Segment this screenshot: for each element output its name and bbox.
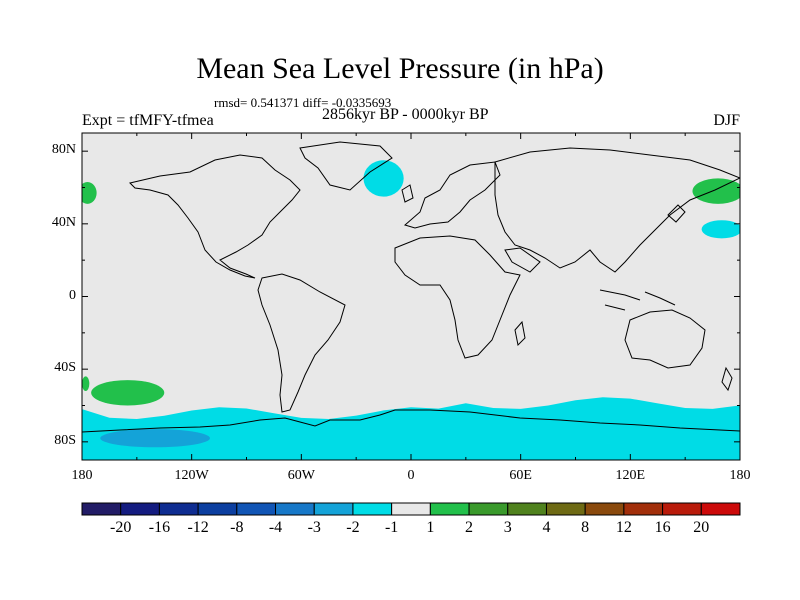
colorbar-label: 1 xyxy=(426,519,435,536)
coast-new-zealand xyxy=(721,366,733,392)
axis-ticks xyxy=(81,133,741,460)
colorbar-label: -12 xyxy=(187,519,209,536)
anomaly-nw-pacific-high xyxy=(692,178,740,204)
experiment-label: Expt = tfMFY-tfmea xyxy=(82,112,214,129)
lat-label: 80S xyxy=(54,432,76,448)
colorbar-label: 4 xyxy=(542,519,551,536)
colorbar-label: 16 xyxy=(654,519,671,536)
colorbar-swatch xyxy=(507,502,547,516)
anomaly-ross-sea-deeper-low xyxy=(100,429,210,448)
map-title: Mean Sea Level Pressure (in hPa) xyxy=(196,52,604,85)
lat-label: 40N xyxy=(51,214,76,230)
colorbar-label: -4 xyxy=(268,519,283,536)
anomaly-north-atlantic-low xyxy=(363,160,404,197)
lat-label: 40S xyxy=(54,360,76,376)
colorbar-swatch xyxy=(352,502,393,516)
colorbar-label: -16 xyxy=(148,519,171,536)
colorbar-swatch xyxy=(81,502,122,516)
lon-label: 180 xyxy=(71,468,93,483)
coast-arabia xyxy=(504,247,541,273)
colorbar-swatch xyxy=(236,502,277,516)
colorbar-label: -3 xyxy=(307,519,321,536)
lon-label: 120E xyxy=(615,468,646,483)
colorbar-swatch xyxy=(468,502,509,516)
colorbar-label: -1 xyxy=(384,519,399,536)
lat-label: 80N xyxy=(51,142,76,158)
anomaly-layer xyxy=(82,160,740,460)
colorbar-swatch xyxy=(197,502,238,516)
colorbar-swatch xyxy=(158,502,199,516)
lon-label: 180 xyxy=(729,468,751,483)
lon-label: 0 xyxy=(407,468,415,483)
coast-africa xyxy=(394,235,521,359)
anomaly-sw-atlantic-high xyxy=(82,376,90,391)
colorbar-label: 8 xyxy=(581,519,590,536)
colorbar-label: 2 xyxy=(465,519,474,536)
coast-south-america xyxy=(257,273,346,413)
anomaly-n-pacific-low xyxy=(701,220,740,239)
coast-north-america xyxy=(129,154,301,279)
colorbar-label: 3 xyxy=(503,519,512,536)
coast-indonesia xyxy=(599,289,676,311)
colorbar-label: 20 xyxy=(693,519,710,536)
lon-label: 60W xyxy=(287,468,315,483)
colorbar-swatch xyxy=(623,502,664,516)
colorbar-swatch xyxy=(584,502,625,516)
period-label: 2856kyr BP - 0000kyr BP xyxy=(322,106,489,123)
colorbar-swatch xyxy=(429,502,470,516)
colorbar-swatch xyxy=(700,502,741,516)
colorbar xyxy=(81,502,741,516)
colorbar-label: 12 xyxy=(615,519,632,536)
coast-australia xyxy=(624,309,706,369)
coast-uk xyxy=(401,184,414,203)
coast-madagascar xyxy=(514,320,526,347)
coastlines xyxy=(82,141,740,433)
anomaly-southern-ocean-low xyxy=(82,397,740,460)
colorbar-swatch xyxy=(120,502,160,516)
colorbar-swatch xyxy=(662,502,702,516)
colorbar-swatch xyxy=(313,502,354,516)
stats-label: rmsd= 0.541371 diff= -0.0335693 xyxy=(214,95,392,110)
coast-europe xyxy=(403,161,501,229)
coast-japan xyxy=(667,204,686,223)
colorbar-swatch xyxy=(391,502,431,516)
colorbar-label: -8 xyxy=(230,519,244,536)
lon-label: 60E xyxy=(509,468,532,483)
colorbar-label: -2 xyxy=(346,519,360,536)
anomaly-south-pacific-high xyxy=(91,380,165,406)
lon-label: 120W xyxy=(174,468,209,483)
coast-greenland xyxy=(299,141,393,191)
coast-antarctica xyxy=(82,409,740,433)
lat-label: 0 xyxy=(69,287,76,303)
coast-asia xyxy=(494,147,740,273)
anomaly-alaska-high xyxy=(82,182,97,204)
colorbar-label: -20 xyxy=(110,519,132,536)
map-plot-area xyxy=(81,132,741,461)
season-label: DJF xyxy=(713,112,740,129)
colorbar-swatch xyxy=(545,502,586,516)
colorbar-swatch xyxy=(275,502,315,516)
